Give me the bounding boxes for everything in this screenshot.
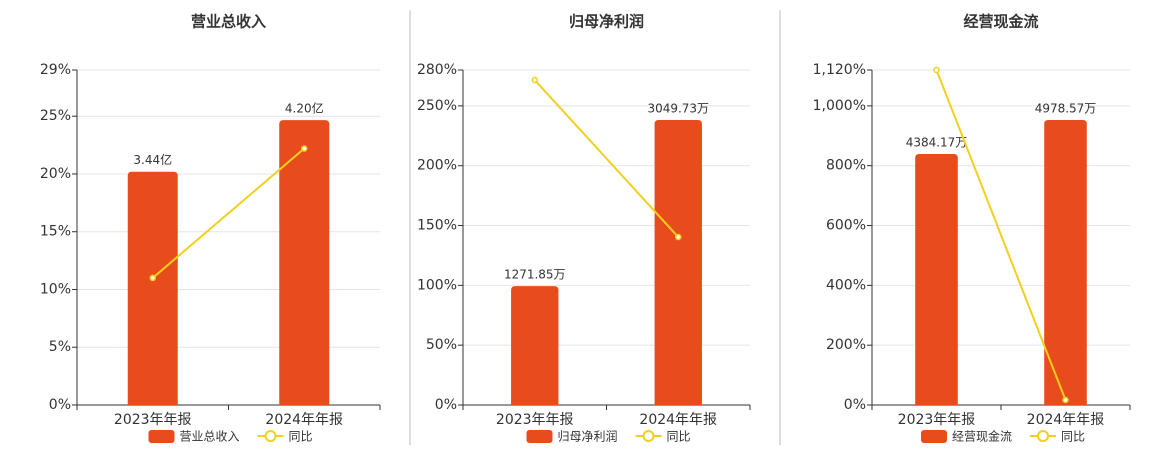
legend-label: 经营现金流 — [952, 429, 1012, 444]
legend-swatch — [921, 430, 947, 443]
bar — [279, 120, 330, 405]
legend-swatch — [148, 430, 175, 443]
chart-title: 归母净利润 — [569, 13, 644, 31]
legend-label: 同比 — [289, 430, 313, 444]
line-point — [301, 145, 308, 152]
line — [534, 79, 679, 238]
y-tick-label: 600% — [826, 218, 866, 234]
value-label: 1271.85万 — [504, 268, 566, 282]
value-label: 3.44亿 — [133, 152, 172, 167]
legend-swatch — [526, 430, 553, 443]
line — [152, 147, 305, 279]
chart-title: 经营现金流 — [963, 13, 1038, 31]
legend-label: 同比 — [1061, 430, 1085, 444]
y-tick-label: 400% — [826, 277, 866, 293]
x-tick-label: 2024年年报 — [265, 412, 343, 428]
line-point — [531, 76, 538, 84]
y-tick-label: 10% — [40, 281, 71, 297]
legend-marker — [642, 430, 655, 442]
value-label: 4.20亿 — [285, 101, 324, 116]
y-tick-label: 100% — [417, 277, 457, 293]
y-tick-label: 5% — [49, 339, 71, 355]
y-tick-label: 1,120% — [813, 62, 866, 78]
bar — [915, 154, 958, 405]
y-tick-label: 20% — [40, 166, 71, 182]
value-label: 4978.57万 — [1035, 101, 1097, 115]
bar — [654, 120, 702, 406]
y-tick-label: 250% — [417, 98, 457, 114]
x-tick-label: 2023年年报 — [496, 412, 574, 428]
value-label: 4384.17万 — [906, 136, 968, 150]
y-tick-label: 0% — [49, 397, 71, 413]
y-tick-label: 200% — [417, 158, 457, 174]
legend-label: 营业总收入 — [180, 430, 240, 444]
line-point — [675, 233, 682, 241]
x-tick-label: 2023年年报 — [114, 412, 192, 428]
line-point — [933, 66, 940, 74]
y-tick-label: 0% — [844, 397, 866, 413]
y-tick-label: 280% — [417, 62, 457, 78]
bar — [511, 286, 559, 405]
y-tick-label: 800% — [826, 158, 866, 174]
value-label: 3049.73万 — [647, 102, 709, 116]
bar — [1044, 119, 1087, 405]
legend-label: 同比 — [667, 430, 691, 444]
y-tick-label: 0% — [435, 397, 457, 413]
x-tick-label: 2024年年报 — [1027, 412, 1105, 428]
x-tick-label: 2024年年报 — [639, 412, 717, 428]
y-tick-label: 200% — [826, 337, 866, 353]
bar — [127, 171, 178, 405]
y-tick-label: 25% — [40, 108, 71, 124]
y-tick-label: 15% — [40, 224, 71, 240]
line-point — [1062, 396, 1069, 404]
line — [935, 69, 1067, 401]
line-point — [149, 274, 156, 282]
chart-title: 营业总收入 — [191, 13, 266, 31]
legend-label: 归母净利润 — [558, 430, 618, 444]
y-tick-label: 50% — [426, 337, 457, 353]
legend-marker — [264, 430, 277, 442]
y-tick-label: 29% — [40, 62, 71, 78]
x-tick-label: 2023年年报 — [898, 412, 976, 428]
legend-marker — [1037, 430, 1050, 442]
y-tick-label: 150% — [417, 218, 457, 234]
y-tick-label: 1,000% — [813, 98, 866, 114]
